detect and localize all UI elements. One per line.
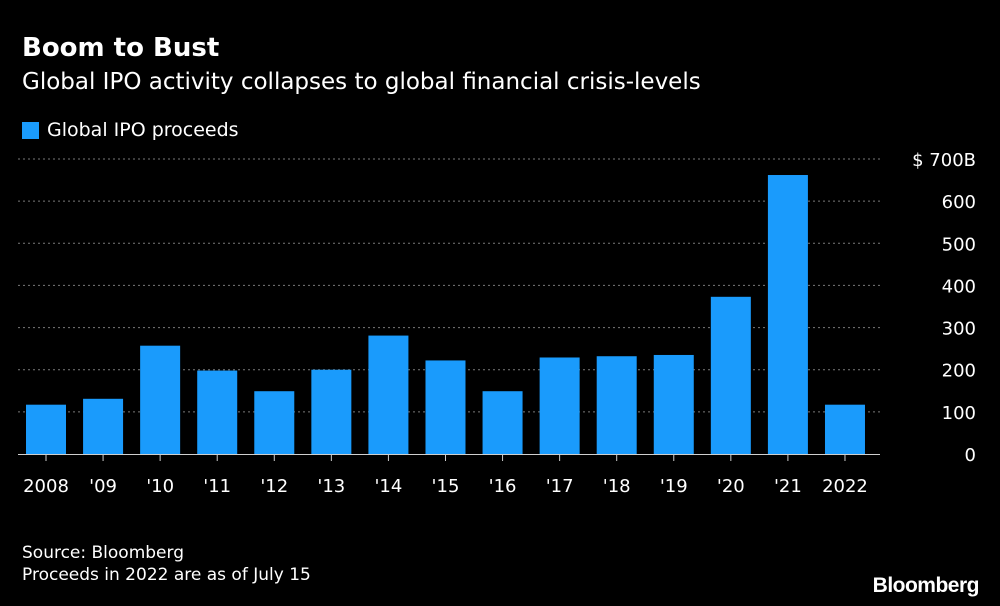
x-tick-label: '10 [146, 476, 174, 497]
bar [140, 345, 181, 454]
x-tick-label: '16 [489, 476, 517, 497]
source-note: Source: Bloomberg [22, 543, 184, 563]
bar [482, 391, 523, 454]
bar [767, 175, 808, 454]
bar [368, 335, 409, 454]
x-tick-label: '18 [603, 476, 631, 497]
footer-notes: Source: Bloomberg Proceeds in 2022 are a… [22, 542, 311, 586]
bar [539, 357, 580, 454]
x-tick-label: '09 [89, 476, 117, 497]
x-tick-label: 2008 [23, 476, 69, 497]
x-tick-label: '12 [260, 476, 288, 497]
x-tick-label: '20 [717, 476, 745, 497]
bar [26, 404, 66, 454]
bar [710, 296, 751, 454]
y-tick-label: 400 [942, 276, 976, 297]
bloomberg-logo: Bloomberg [872, 574, 980, 597]
bar [83, 398, 124, 454]
y-tick-label: 500 [942, 234, 976, 255]
bar [197, 370, 238, 454]
footnote: Proceeds in 2022 are as of July 15 [22, 565, 311, 585]
x-tick-label: '15 [432, 476, 460, 497]
chart-subtitle: Global IPO activity collapses to global … [22, 69, 701, 95]
bar [653, 354, 694, 454]
y-tick-label: 100 [942, 403, 976, 424]
y-tick-label: $ 700B [912, 150, 976, 171]
bar [425, 360, 466, 454]
legend: Global IPO proceeds [22, 118, 239, 142]
bar [311, 369, 352, 454]
x-tick-label: '13 [317, 476, 345, 497]
x-tick-label: 2022 [822, 476, 868, 497]
legend-swatch [22, 121, 39, 139]
y-tick-label: 0 [965, 445, 976, 466]
y-tick-label: 200 [942, 361, 976, 382]
x-tick-label: '21 [774, 476, 802, 497]
bar [596, 356, 637, 454]
chart-title: Boom to Bust [22, 33, 220, 63]
x-tick-label: '14 [374, 476, 402, 497]
bar [254, 391, 295, 454]
y-tick-label: 300 [942, 319, 976, 340]
legend-label: Global IPO proceeds [47, 119, 239, 141]
y-tick-label: 600 [942, 192, 976, 213]
x-tick-label: '19 [660, 476, 688, 497]
x-tick-label: '17 [546, 476, 574, 497]
x-tick-label: '11 [203, 476, 231, 497]
bar [824, 404, 865, 454]
